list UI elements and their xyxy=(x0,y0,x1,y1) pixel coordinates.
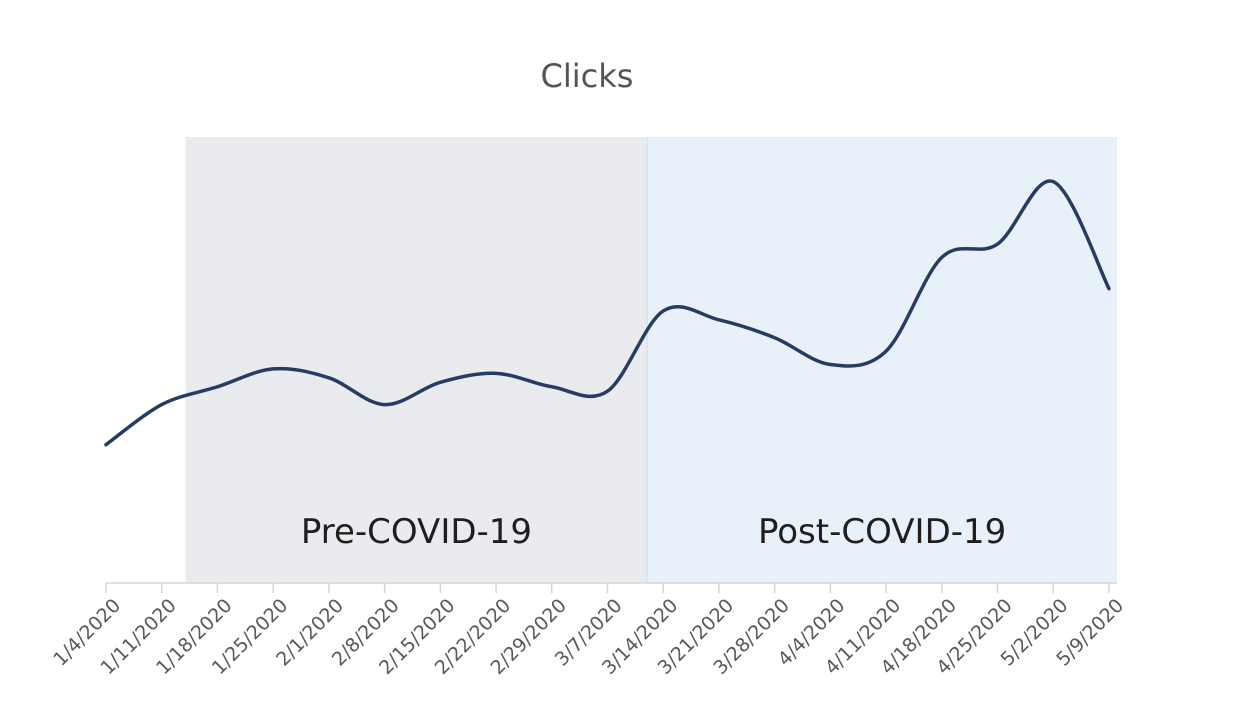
data-point xyxy=(773,336,777,340)
data-point xyxy=(383,403,387,407)
data-point xyxy=(215,385,219,389)
data-point xyxy=(940,255,944,259)
data-point xyxy=(438,380,442,384)
x-axis xyxy=(105,582,1117,593)
data-point xyxy=(1107,287,1111,291)
data-point xyxy=(271,367,275,371)
region-post-covid xyxy=(647,137,1117,583)
chart-title: Clicks xyxy=(541,57,634,95)
data-point xyxy=(717,318,721,322)
data-point xyxy=(661,309,665,313)
data-point xyxy=(828,362,832,366)
x-tick-labels: 1/4/20201/11/20201/18/20201/25/20202/1/2… xyxy=(49,595,1128,679)
region-label-post-covid: Post-COVID-19 xyxy=(758,512,1006,552)
data-point xyxy=(884,349,888,353)
clicks-series-line xyxy=(104,179,1111,447)
data-point xyxy=(550,385,554,389)
data-point xyxy=(160,403,164,407)
data-point xyxy=(606,389,610,393)
regions-layer: Pre-COVID-19 Post-COVID-19 xyxy=(185,137,1117,583)
data-point xyxy=(1051,180,1055,184)
data-point xyxy=(327,376,331,380)
data-point xyxy=(996,242,1000,246)
series-layer xyxy=(104,179,1111,447)
region-label-pre-covid: Pre-COVID-19 xyxy=(301,512,532,552)
data-point xyxy=(104,443,108,447)
region-pre-covid xyxy=(185,137,648,583)
data-point xyxy=(494,371,498,375)
